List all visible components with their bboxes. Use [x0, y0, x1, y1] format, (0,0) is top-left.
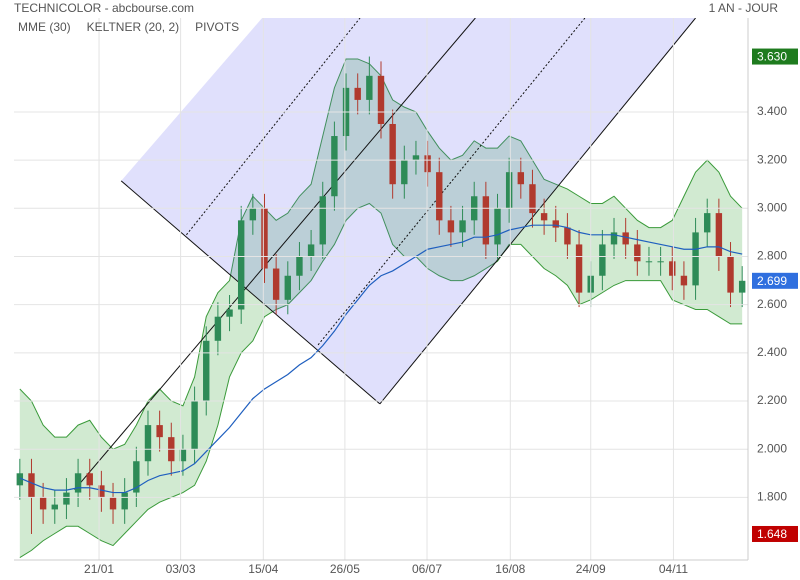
candle-body: [74, 473, 82, 493]
y-tick-label: 3.200: [757, 152, 787, 166]
pivot-line: [120, 180, 381, 405]
price-marker: [752, 272, 798, 289]
mme-line: [19, 224, 743, 494]
x-tick-label: 15/04: [248, 562, 278, 576]
candle-body: [226, 309, 233, 317]
candle-body: [261, 208, 268, 269]
price-marker: [752, 525, 798, 542]
candle-body: [98, 485, 105, 498]
candle-body: [482, 196, 490, 245]
candle-body: [133, 461, 140, 493]
candle-body: [366, 75, 373, 100]
candle-body: [237, 220, 245, 310]
candle-body: [377, 75, 385, 124]
candle-body: [715, 213, 723, 257]
candle-body: [63, 492, 70, 505]
candle-body: [657, 261, 664, 263]
candle-body: [272, 268, 280, 300]
pivot-line: [379, 18, 696, 405]
price-marker-label: 2.699: [757, 274, 787, 288]
candle-body: [424, 155, 431, 173]
candle-body: [436, 172, 443, 221]
x-tick-label: 04/11: [659, 562, 688, 576]
chart-title: TECHNICOLOR - abcbourse.com: [14, 1, 194, 15]
candle-body: [179, 449, 187, 462]
price-marker-label: 3.630: [757, 50, 787, 64]
candle-body: [447, 220, 455, 233]
candle-body: [144, 425, 152, 462]
candle-body: [28, 473, 35, 498]
candle-body: [599, 244, 606, 276]
candle-body: [203, 340, 210, 402]
candle-body: [319, 196, 326, 245]
candle-body: [610, 232, 618, 245]
candle-body: [16, 473, 24, 486]
candle-body: [354, 87, 361, 100]
candle-body: [645, 261, 653, 263]
candle-body: [331, 136, 338, 197]
keltner-band: [19, 58, 743, 558]
y-tick-label: 2.400: [757, 345, 787, 359]
plot: 1.800 2.000 2.200 2.400 2.600 2.800 3.000 3.200…: [14, 18, 798, 576]
x-tick-label: 16/08: [495, 562, 525, 576]
candle-body: [505, 172, 513, 209]
price-marker-label: 1.648: [757, 527, 787, 541]
candle-body: [529, 184, 536, 214]
candle-body: [704, 213, 711, 233]
price-marker: [752, 48, 798, 65]
y-tick-label: 1.800: [757, 490, 787, 504]
candle-body: [540, 213, 548, 221]
candle-body: [680, 275, 688, 286]
candle-body: [575, 244, 583, 293]
candle-body: [296, 256, 303, 276]
candle-body: [459, 220, 466, 233]
pivot-channel-area: [121, 18, 696, 404]
y-tick-label: 2.600: [757, 297, 787, 311]
candle-body: [738, 280, 746, 293]
candle-body: [389, 123, 396, 185]
candle-body: [109, 497, 117, 510]
legend-entry: MME (30): [18, 20, 71, 34]
candle-body: [412, 155, 420, 161]
candle-body: [692, 232, 699, 286]
y-tick-label: 2.000: [757, 441, 787, 455]
x-tick-label: 06/07: [412, 562, 442, 576]
candle-body: [401, 160, 408, 185]
candle-body: [307, 244, 315, 257]
x-tick-label: 21/01: [84, 562, 114, 576]
y-tick-label: 2.800: [757, 249, 787, 263]
legend-entry: KELTNER (20, 2): [87, 20, 179, 34]
candle-body: [39, 497, 47, 510]
legend-entry: PIVOTS: [195, 20, 239, 34]
pivot-line: [74, 18, 476, 490]
keltner-line: [19, 202, 743, 559]
y-tick-label: 3.400: [757, 104, 787, 118]
candle-body: [284, 275, 291, 300]
x-tick-label: 03/03: [166, 562, 196, 576]
candle-body: [191, 401, 198, 450]
candle-body: [214, 316, 222, 341]
candle-body: [51, 504, 58, 510]
candle-body: [517, 172, 525, 185]
candle-body: [564, 227, 571, 245]
plot-area: [16, 18, 746, 559]
x-tick-label: 26/05: [330, 562, 360, 576]
y-tick-label: 2.200: [757, 393, 787, 407]
candle-body: [121, 492, 128, 510]
candle-body: [552, 220, 559, 228]
candle-body: [634, 244, 641, 262]
candle-body: [494, 208, 501, 245]
candle-body: [727, 256, 734, 293]
y-tick-label: 3.000: [757, 200, 787, 214]
candle-body: [669, 261, 676, 276]
candle-body: [622, 232, 629, 245]
x-tick-label: 24/09: [576, 562, 606, 576]
candle-body: [156, 425, 163, 438]
candle-body: [86, 473, 93, 486]
period: 1 AN - JOUR: [709, 1, 779, 15]
candle-body: [249, 208, 257, 221]
